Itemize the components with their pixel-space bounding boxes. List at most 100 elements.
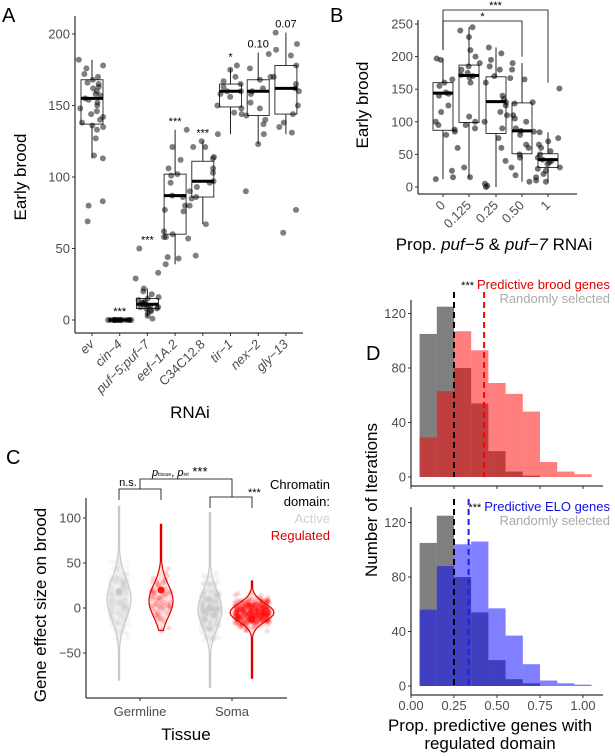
data-point bbox=[237, 616, 244, 622]
data-point bbox=[241, 600, 247, 606]
violin-outline bbox=[197, 512, 223, 688]
data-point bbox=[472, 125, 479, 132]
data-point bbox=[201, 620, 207, 627]
data-point bbox=[246, 611, 252, 617]
significance-label: 0.07 bbox=[275, 19, 296, 31]
data-point bbox=[201, 609, 207, 615]
data-point bbox=[121, 614, 127, 621]
significance-label: * bbox=[480, 11, 485, 23]
data-point bbox=[210, 613, 216, 619]
data-point bbox=[121, 598, 127, 605]
panel-b-ytick-label: 200 bbox=[391, 49, 413, 64]
legend-predictive: *** Predictive brood genes bbox=[461, 277, 610, 292]
panel-b-xtick-label: 0.125 bbox=[441, 198, 475, 232]
data-point bbox=[236, 613, 242, 619]
data-point bbox=[214, 600, 221, 607]
data-point bbox=[155, 581, 161, 587]
predictive-bar bbox=[454, 544, 472, 686]
data-point bbox=[542, 178, 549, 185]
panel-c-ytick-label: 100 bbox=[59, 511, 81, 526]
data-point bbox=[255, 618, 261, 624]
data-point bbox=[183, 126, 190, 133]
data-point bbox=[213, 608, 219, 614]
data-point bbox=[247, 607, 253, 613]
data-point bbox=[209, 610, 215, 616]
data-point bbox=[199, 605, 205, 611]
data-point bbox=[213, 604, 220, 610]
data-point bbox=[293, 41, 300, 48]
data-point bbox=[252, 603, 258, 609]
box bbox=[191, 160, 215, 198]
data-point bbox=[118, 612, 125, 618]
predictive-bar bbox=[488, 382, 506, 477]
data-point bbox=[209, 614, 215, 620]
panel-b-ytick-label: 0 bbox=[406, 180, 413, 195]
data-point bbox=[199, 602, 205, 608]
data-point bbox=[199, 615, 205, 621]
data-point bbox=[255, 611, 261, 617]
data-point bbox=[238, 606, 244, 613]
data-point bbox=[200, 581, 206, 587]
data-point bbox=[248, 607, 254, 614]
data-point bbox=[260, 606, 266, 612]
data-point bbox=[264, 598, 271, 604]
data-point bbox=[202, 599, 208, 605]
data-point bbox=[205, 626, 211, 632]
data-point bbox=[132, 275, 139, 282]
data-point bbox=[214, 131, 221, 138]
data-point bbox=[125, 564, 131, 570]
mean-point bbox=[157, 586, 165, 594]
data-point bbox=[109, 606, 115, 612]
data-point bbox=[149, 315, 156, 322]
data-point bbox=[258, 601, 264, 607]
data-point bbox=[257, 613, 263, 619]
data-point bbox=[240, 609, 246, 616]
data-point bbox=[120, 607, 126, 614]
data-point bbox=[209, 617, 215, 623]
data-point bbox=[257, 611, 264, 617]
data-point bbox=[203, 613, 209, 619]
data-point bbox=[253, 607, 259, 613]
data-point bbox=[502, 102, 509, 109]
data-point bbox=[441, 79, 448, 86]
data-point bbox=[236, 614, 242, 620]
data-point bbox=[200, 603, 206, 609]
data-point bbox=[202, 221, 209, 228]
data-point bbox=[259, 617, 265, 623]
data-point bbox=[232, 73, 239, 80]
data-point bbox=[160, 234, 167, 241]
data-point bbox=[209, 588, 215, 594]
data-point bbox=[205, 610, 212, 616]
data-point bbox=[280, 229, 287, 236]
data-point bbox=[237, 603, 243, 610]
panel-d-bottom-ytick-label: 80 bbox=[392, 570, 406, 585]
data-point bbox=[260, 604, 267, 611]
data-point bbox=[264, 611, 270, 618]
data-point bbox=[256, 613, 263, 619]
legend-title-line1: Chromatin bbox=[270, 477, 330, 492]
data-point bbox=[497, 109, 504, 116]
data-point bbox=[155, 595, 161, 601]
panel-a-ylabel: Early brood bbox=[11, 134, 30, 221]
data-point bbox=[108, 602, 114, 608]
data-point bbox=[154, 612, 160, 619]
data-point bbox=[216, 605, 222, 611]
data-point bbox=[511, 100, 518, 107]
data-point bbox=[151, 588, 158, 594]
data-point bbox=[123, 585, 129, 591]
data-point bbox=[198, 605, 204, 611]
data-point bbox=[201, 618, 207, 625]
data-point bbox=[167, 599, 174, 606]
data-point bbox=[240, 606, 246, 612]
data-point bbox=[109, 607, 115, 613]
data-point bbox=[77, 105, 84, 112]
panel-a-box-6 bbox=[242, 51, 274, 195]
data-point bbox=[237, 607, 243, 613]
data-point bbox=[200, 604, 207, 610]
data-point bbox=[233, 62, 240, 69]
data-point bbox=[120, 581, 126, 588]
data-point bbox=[207, 628, 213, 634]
data-point bbox=[122, 605, 128, 612]
data-point bbox=[544, 161, 551, 168]
data-point bbox=[192, 252, 199, 259]
